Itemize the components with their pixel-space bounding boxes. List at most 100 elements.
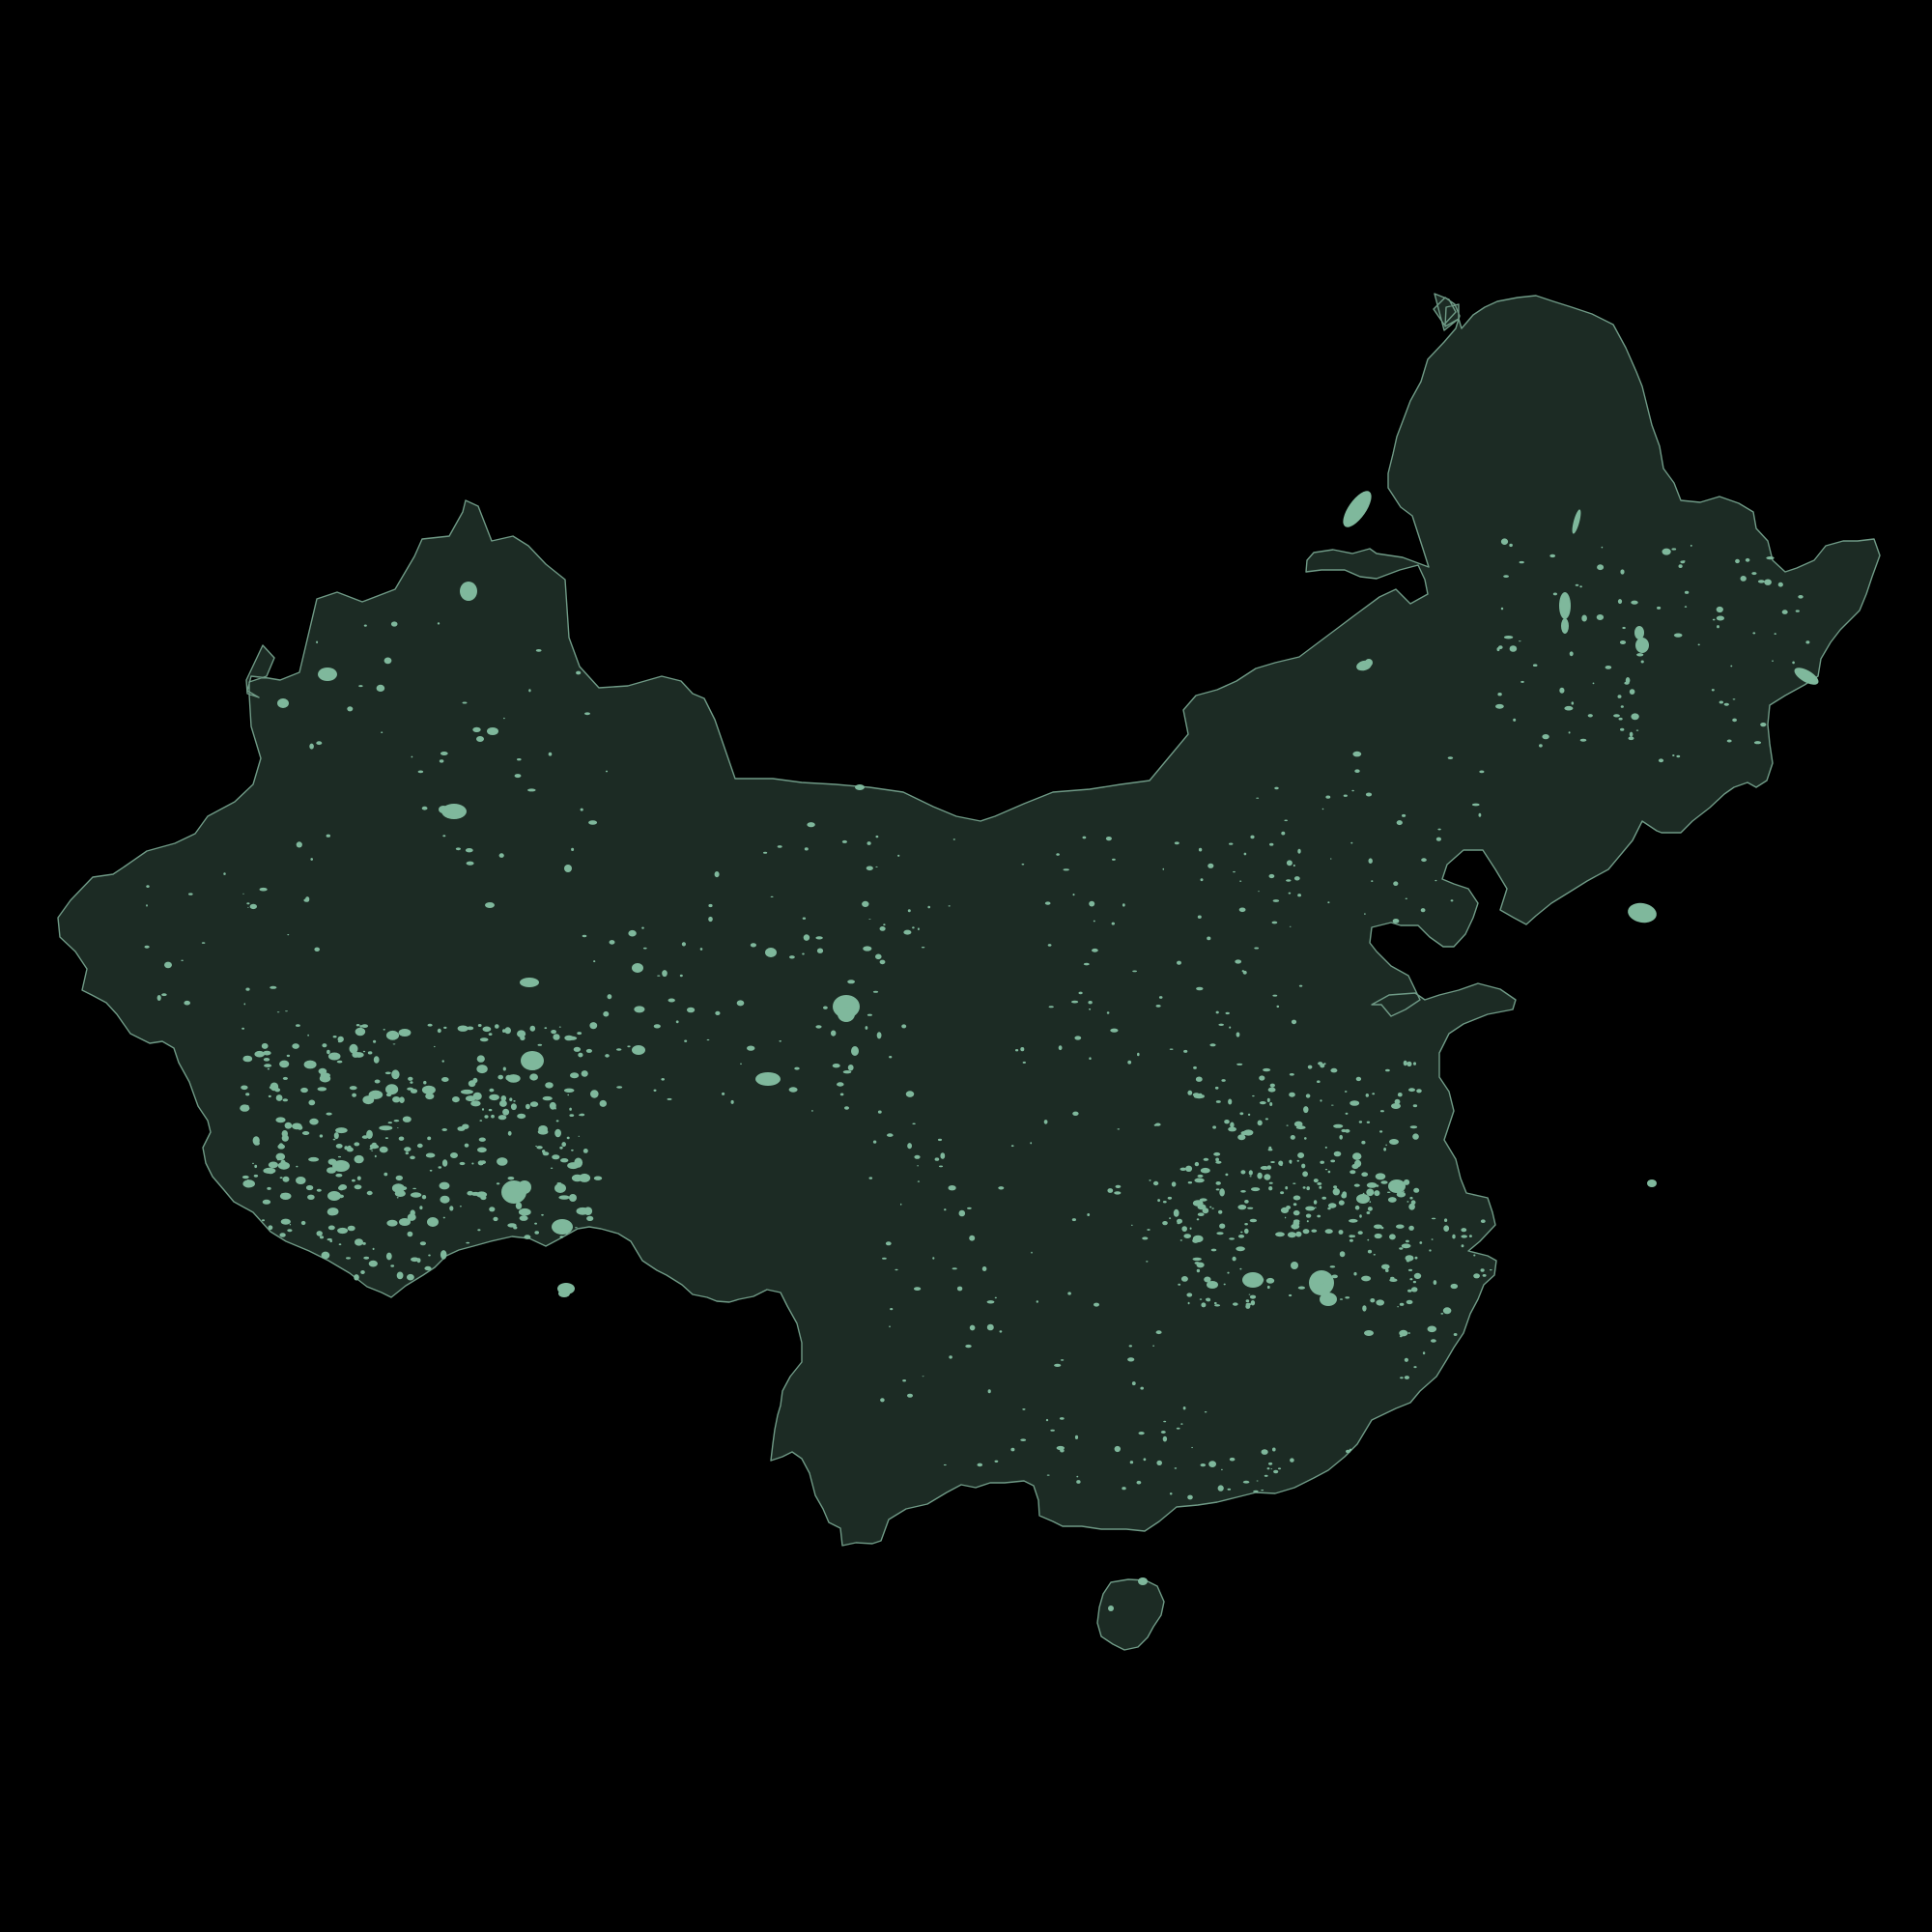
small-lake-shape <box>1191 1446 1193 1449</box>
small-lake-shape <box>948 1185 956 1191</box>
small-lake-shape <box>1364 913 1366 915</box>
small-lake-shape <box>268 1094 271 1098</box>
small-lake-shape <box>1461 1235 1467 1238</box>
small-lake-shape <box>807 822 815 828</box>
small-lake-shape <box>326 834 330 838</box>
small-lake-shape <box>1192 1235 1204 1243</box>
small-lake-shape <box>1753 741 1762 745</box>
small-lake-shape <box>986 1323 994 1331</box>
small-lake-shape <box>548 752 553 756</box>
small-lake-shape <box>347 706 354 712</box>
small-lake-shape <box>316 1188 322 1192</box>
small-lake-shape <box>1021 863 1025 866</box>
small-lake-shape <box>559 1223 562 1225</box>
small-lake-shape <box>1269 1102 1273 1106</box>
small-lake-shape <box>921 947 925 949</box>
small-lake-shape <box>816 948 824 953</box>
small-lake-shape <box>1374 1224 1382 1230</box>
small-lake-shape <box>316 1231 323 1236</box>
small-lake-shape <box>1406 1259 1410 1263</box>
small-lake-shape <box>605 1054 610 1058</box>
lake-shape <box>1647 1179 1657 1187</box>
small-lake-shape <box>337 1155 342 1158</box>
small-lake-shape <box>201 942 206 944</box>
small-lake-shape <box>1362 1192 1365 1195</box>
small-lake-shape <box>327 1052 341 1061</box>
small-lake-shape <box>1303 1106 1309 1114</box>
small-lake-shape <box>832 1064 840 1068</box>
small-lake-shape <box>1204 1276 1211 1283</box>
small-lake-shape <box>1290 1162 1293 1164</box>
small-lake-shape <box>309 1118 319 1125</box>
small-lake-shape <box>379 1125 393 1131</box>
small-lake-shape <box>321 1251 330 1260</box>
small-lake-shape <box>407 1087 413 1091</box>
small-lake-shape <box>1202 1208 1209 1214</box>
small-lake-shape <box>1107 1188 1114 1193</box>
small-lake-shape <box>714 871 720 878</box>
lake-shape <box>1628 902 1657 923</box>
lake-shape <box>1138 1577 1148 1585</box>
small-lake-shape <box>310 858 314 861</box>
small-lake-shape <box>1196 1268 1201 1273</box>
small-lake-shape <box>1248 1293 1251 1295</box>
small-lake-shape <box>1361 1275 1372 1282</box>
small-lake-shape <box>1349 1238 1353 1242</box>
small-lake-shape <box>1732 698 1736 700</box>
small-lake-shape <box>1214 1304 1221 1307</box>
small-lake-shape <box>495 1024 499 1029</box>
lake-shape <box>1364 1330 1374 1336</box>
small-lake-shape <box>1389 1278 1398 1282</box>
small-lake-shape <box>318 1067 327 1075</box>
small-lake-shape <box>276 1011 280 1013</box>
small-lake-shape <box>1662 548 1671 555</box>
small-lake-shape <box>1409 1196 1413 1200</box>
small-lake-shape <box>1443 1225 1450 1232</box>
small-lake-shape <box>1071 1000 1079 1004</box>
small-lake-shape <box>396 1271 404 1280</box>
small-lake-shape <box>1319 1185 1322 1189</box>
small-lake-shape <box>571 1149 574 1151</box>
small-lake-shape <box>994 1296 997 1299</box>
small-lake-shape <box>1154 1122 1161 1126</box>
small-lake-shape <box>392 1096 401 1103</box>
small-lake-shape <box>1368 858 1373 864</box>
small-lake-shape <box>940 1152 946 1159</box>
small-lake-shape <box>1115 1184 1122 1188</box>
lake-shape <box>327 1191 341 1201</box>
small-lake-shape <box>1385 1068 1390 1072</box>
small-lake-shape <box>662 970 668 978</box>
small-lake-shape <box>362 1050 366 1053</box>
small-lake-shape <box>385 1252 392 1261</box>
small-lake-shape <box>517 1113 526 1120</box>
small-lake-shape <box>1405 897 1408 899</box>
small-lake-shape <box>1422 1351 1426 1355</box>
small-lake-shape <box>958 1209 966 1217</box>
small-lake-shape <box>1132 970 1137 973</box>
small-lake-shape <box>1250 835 1255 839</box>
small-lake-shape <box>1200 878 1204 882</box>
small-lake-shape <box>1605 666 1612 669</box>
small-lake-shape <box>337 1036 344 1042</box>
small-lake-shape <box>730 1099 734 1104</box>
small-lake-shape <box>847 1065 854 1071</box>
small-lake-shape <box>354 1052 364 1058</box>
small-lake-shape <box>428 1254 431 1257</box>
small-lake-shape <box>1330 858 1332 860</box>
small-lake-shape <box>1620 705 1624 708</box>
small-lake-shape <box>392 1043 396 1045</box>
small-lake-shape <box>1408 1088 1415 1093</box>
small-lake-shape <box>1353 1183 1360 1187</box>
small-lake-shape <box>1232 1256 1236 1262</box>
small-lake-shape <box>457 1025 469 1032</box>
small-lake-shape <box>1330 1104 1334 1106</box>
small-lake-shape <box>578 1052 583 1058</box>
small-lake-shape <box>1745 557 1750 562</box>
small-lake-shape <box>1225 1173 1229 1177</box>
small-lake-shape <box>267 1067 270 1070</box>
small-lake-shape <box>1383 1148 1386 1151</box>
small-lake-shape <box>1263 1067 1271 1072</box>
small-lake-shape <box>1631 600 1638 605</box>
small-lake-shape <box>480 1195 487 1201</box>
small-lake-shape <box>1559 687 1565 694</box>
